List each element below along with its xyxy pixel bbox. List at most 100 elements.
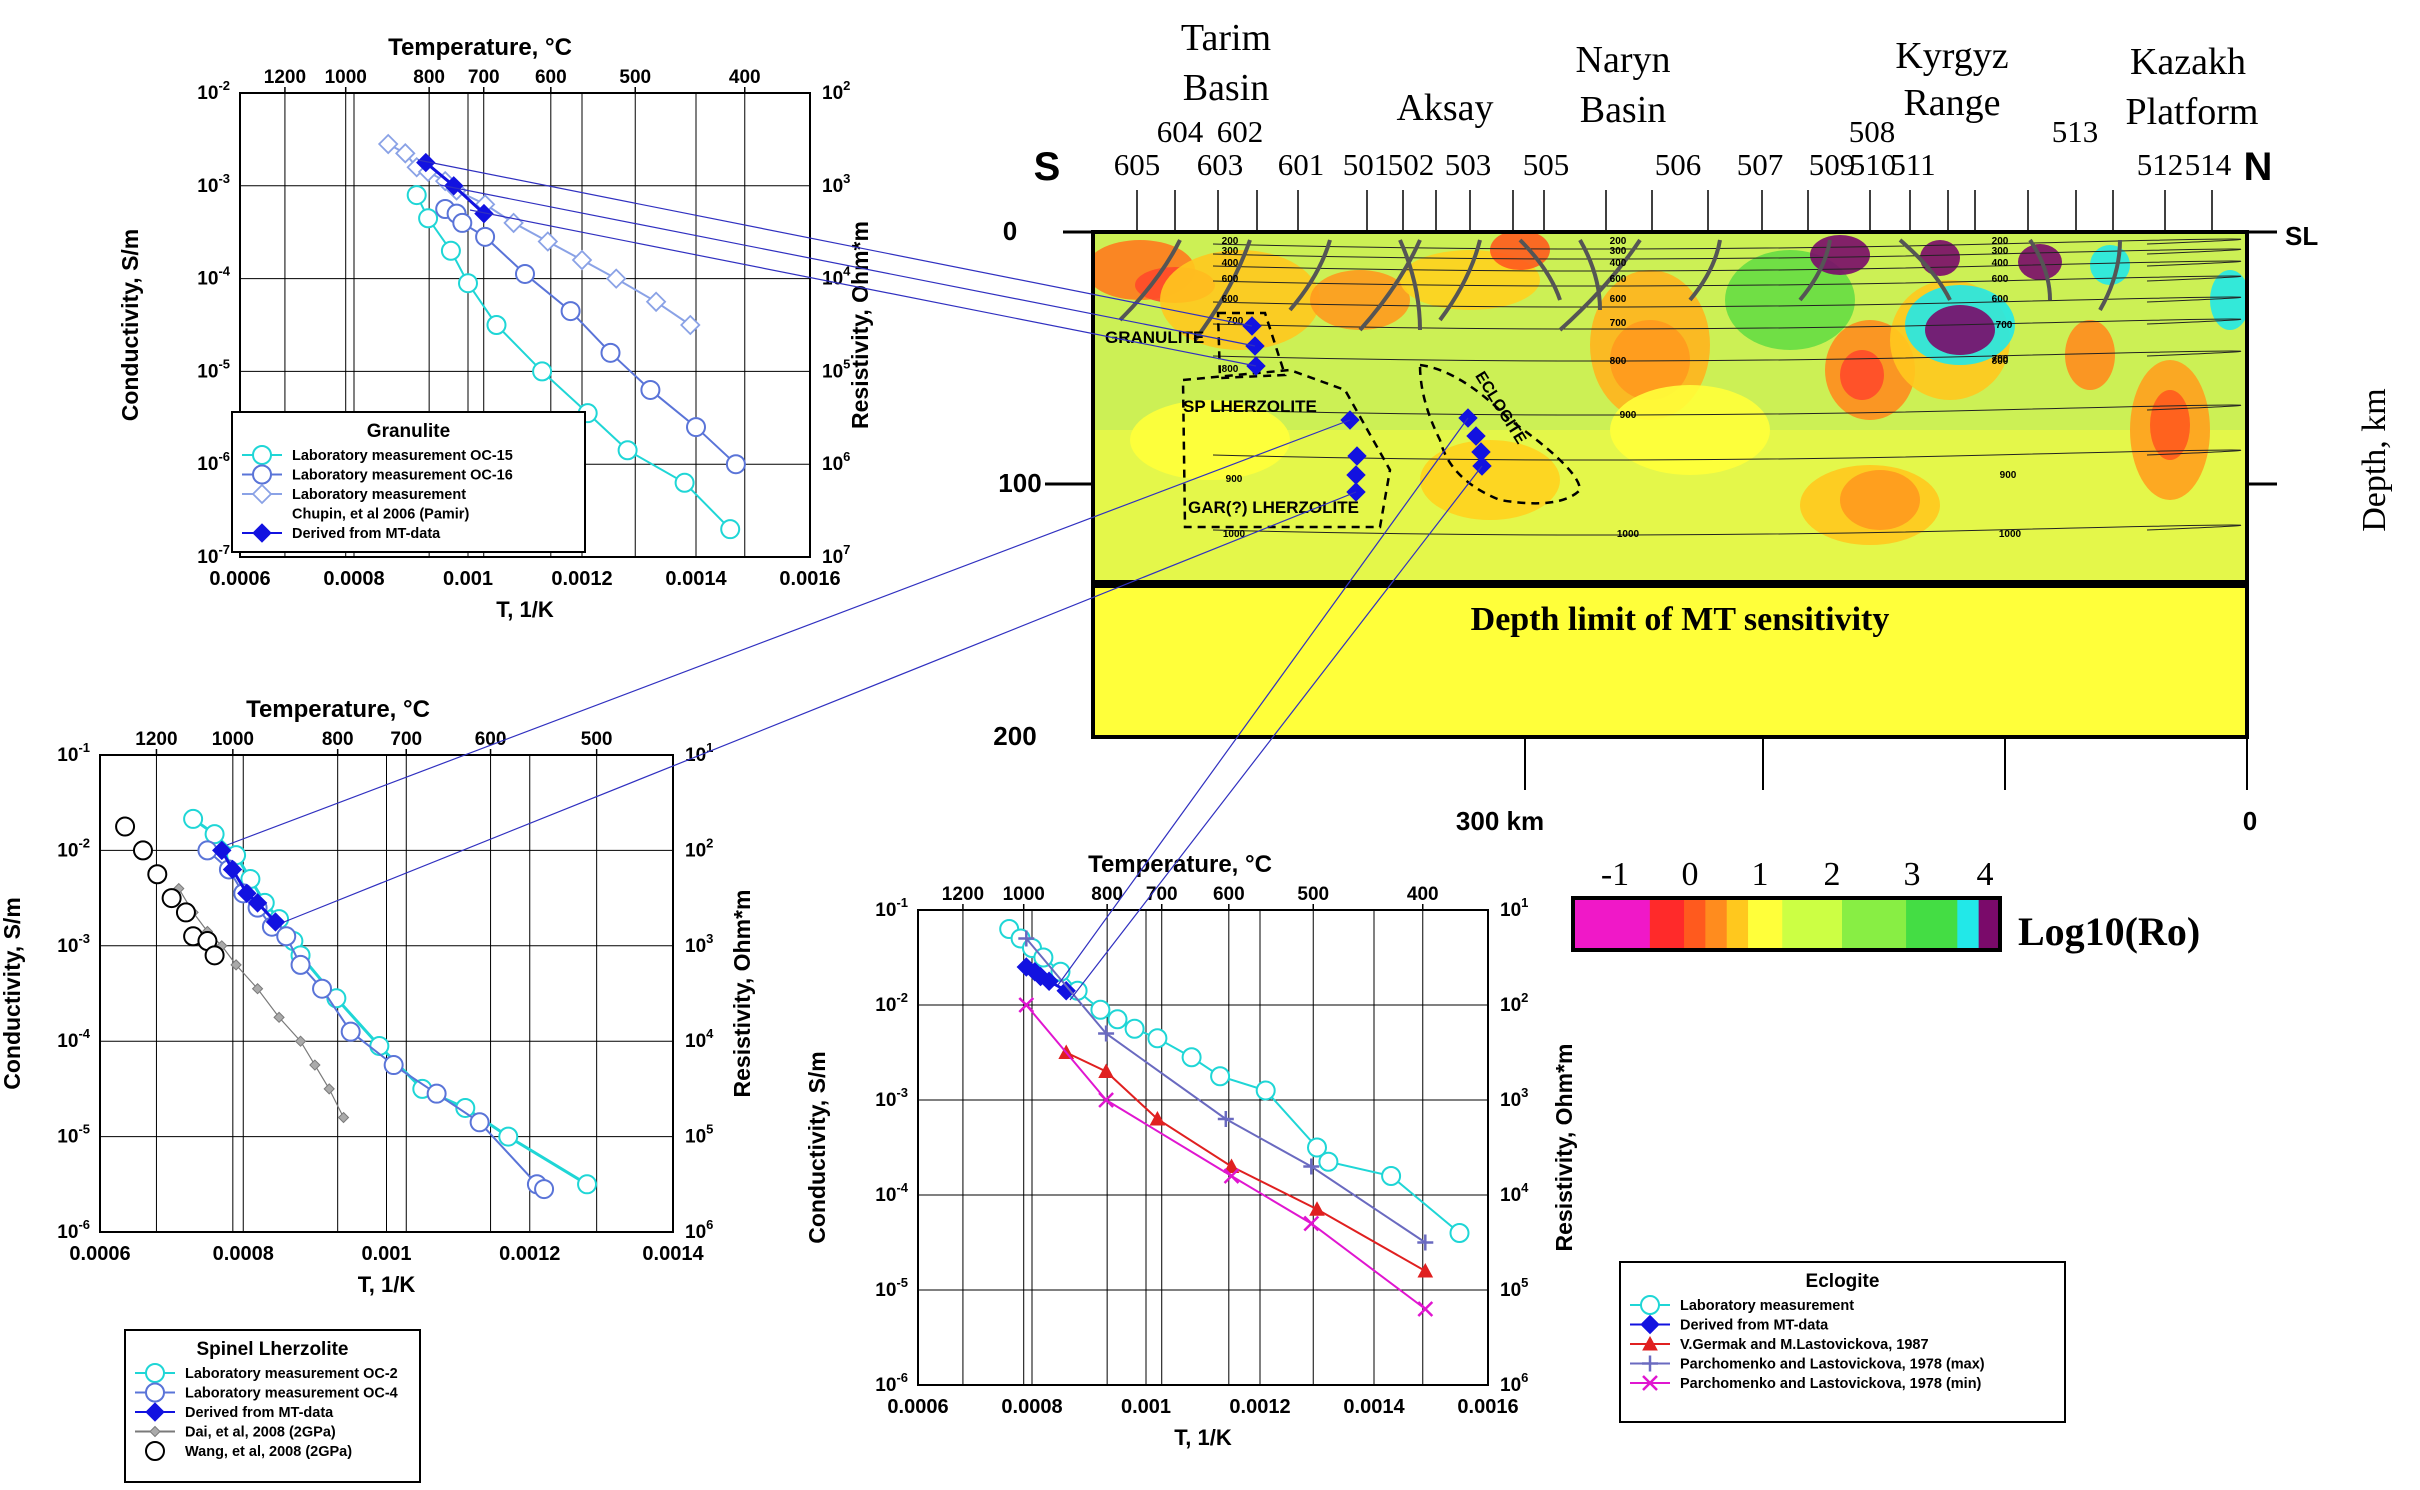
x-axis-label: T, 1/K <box>1174 1425 1232 1450</box>
data-point <box>680 314 701 336</box>
colorbar-tick-label: 1 <box>1752 856 1769 893</box>
isotherm-label: 600 <box>1610 294 1627 305</box>
resistivity-tick-label: 105 <box>685 1122 713 1148</box>
y-tick-label: 10-3 <box>875 1085 908 1111</box>
data-point <box>290 954 311 975</box>
temperature-tick-label: 700 <box>468 67 500 88</box>
temperature-axis-title: Temperature, °C <box>1088 851 1272 878</box>
data-point <box>416 152 436 173</box>
section-derived-point <box>1347 446 1367 466</box>
legend-title: Eclogite <box>1806 1271 1880 1292</box>
region-label: Tarim <box>1181 17 1271 59</box>
series-line-2 <box>1065 1051 1426 1272</box>
y-tick-exponent: -3 <box>896 1085 908 1100</box>
temperature-tick-label: 800 <box>322 729 354 750</box>
data-point <box>1255 1080 1276 1101</box>
x-tick-label: 0.0008 <box>1001 1396 1062 1418</box>
data-point <box>458 273 478 294</box>
isotherm-label: 600 <box>1992 274 2009 285</box>
data-point <box>132 840 153 861</box>
colorbar-tick-label: 0 <box>1682 856 1699 893</box>
data-point <box>340 1021 361 1042</box>
data-point <box>720 519 741 540</box>
temperature-tick-label: 500 <box>1297 884 1329 905</box>
resistivity-tick-base: 10 <box>1500 1090 1521 1111</box>
isotherm-label: 300 <box>1992 246 2009 257</box>
y-tick-label: 10-2 <box>875 990 908 1016</box>
resistivity-tick-base: 10 <box>685 840 706 861</box>
y-tick-exponent: -2 <box>218 78 230 93</box>
x-tick-label: 0.0016 <box>1457 1396 1518 1418</box>
y-axis-label: Conductivity, S/m <box>117 229 143 422</box>
resistivity-tick-label: 105 <box>1500 1275 1528 1301</box>
isotherm-label: 400 <box>1992 258 2009 269</box>
legend-marker <box>1640 1295 1660 1315</box>
y-tick-base: 10 <box>197 176 218 197</box>
legend-marker <box>1642 1375 1658 1391</box>
x-axis-label: T, 1/K <box>496 597 554 622</box>
plot-frame <box>239 92 811 558</box>
sp-lherzolite-label: SP LHERZOLITE <box>1183 397 1317 416</box>
y-tick-label: 10-6 <box>875 1370 908 1396</box>
y-tick-label: 10-4 <box>197 264 230 290</box>
resistivity-tick-exponent: 6 <box>706 1217 713 1232</box>
section-derived-point <box>1466 426 1486 446</box>
resistivity-tick-base: 10 <box>1500 900 1521 921</box>
colorbar-segment <box>1573 898 1651 950</box>
isotherm-label: 600 <box>1610 274 1627 285</box>
isotherm-label: 600 <box>1992 294 2009 305</box>
colorbar-segment <box>1748 898 1783 950</box>
y-tick-label: 10-6 <box>197 449 230 475</box>
x-tick-label: 0.0012 <box>1229 1396 1290 1418</box>
isotherm-label: 900 <box>1620 410 1637 421</box>
data-point <box>469 1112 490 1133</box>
data-point <box>323 1083 335 1095</box>
lherzolite-outline <box>1181 368 1392 529</box>
colorbar-tick-label: 3 <box>1904 856 1921 893</box>
resistivity-tick-base: 10 <box>822 83 843 104</box>
gar-lherzolite-label: GAR(?) LHERZOLITE <box>1188 498 1359 517</box>
y-axis-label: Conductivity, S/m <box>0 897 25 1090</box>
y-tick-label: 10-4 <box>57 1026 90 1052</box>
data-point <box>175 902 196 923</box>
data-point <box>1417 1301 1434 1317</box>
resistivity-tick-label: 104 <box>822 264 851 290</box>
x-tick-label: 0.001 <box>443 568 493 590</box>
resistivity-anomaly <box>2150 390 2190 460</box>
resistivity-tick-label: 106 <box>685 1217 713 1243</box>
resistivity-tick-label: 102 <box>822 78 850 104</box>
data-point <box>247 893 268 913</box>
y-tick-exponent: -4 <box>78 1026 90 1041</box>
data-point <box>251 983 264 995</box>
x-tick-label: 0.0014 <box>1343 1396 1405 1418</box>
data-point <box>534 1179 555 1200</box>
isotherm-label: 1000 <box>1617 529 1640 540</box>
data-point <box>1449 1223 1470 1243</box>
legend-entry: Laboratory measurement <box>1680 1298 1854 1314</box>
data-point <box>640 379 661 400</box>
data-point <box>183 808 204 829</box>
legend-eclogite: Eclogite Laboratory measurement Derived fr… <box>1619 1261 2066 1423</box>
resistivity-tick-label: 106 <box>822 449 850 475</box>
resistivity-tick-base: 10 <box>822 454 843 475</box>
granulite-outline <box>1216 311 1287 380</box>
legend-entry: Derived from MT-data <box>1680 1318 1829 1334</box>
station-label: 602 <box>1217 114 1264 149</box>
x-tick-label: 0.0012 <box>551 568 612 590</box>
legend-marker <box>145 1382 165 1403</box>
legend-entry: Laboratory measurement OC-2 <box>185 1366 398 1382</box>
isotherm-label: 300 <box>1610 246 1627 257</box>
connector-line <box>1069 465 1483 1001</box>
station-label: 512 <box>2137 147 2184 182</box>
resistivity-tick-base: 10 <box>822 176 843 197</box>
temperature-tick-label: 800 <box>1091 884 1123 905</box>
chart-panel-granulite: 1200 1000 800 700 600 500 400 0.0006 0.0008 0.001… <box>117 34 873 622</box>
x-tick-label: 0.0012 <box>499 1243 560 1265</box>
resistivity-tick-exponent: 5 <box>1521 1275 1528 1290</box>
resistivity-tick-label: 104 <box>685 1026 714 1052</box>
isotherm-label: 700 <box>1610 318 1627 329</box>
legend-entry: Chupin, et al 2006 (Pamir) <box>292 507 469 523</box>
data-point <box>686 417 706 438</box>
data-point <box>369 1035 390 1056</box>
